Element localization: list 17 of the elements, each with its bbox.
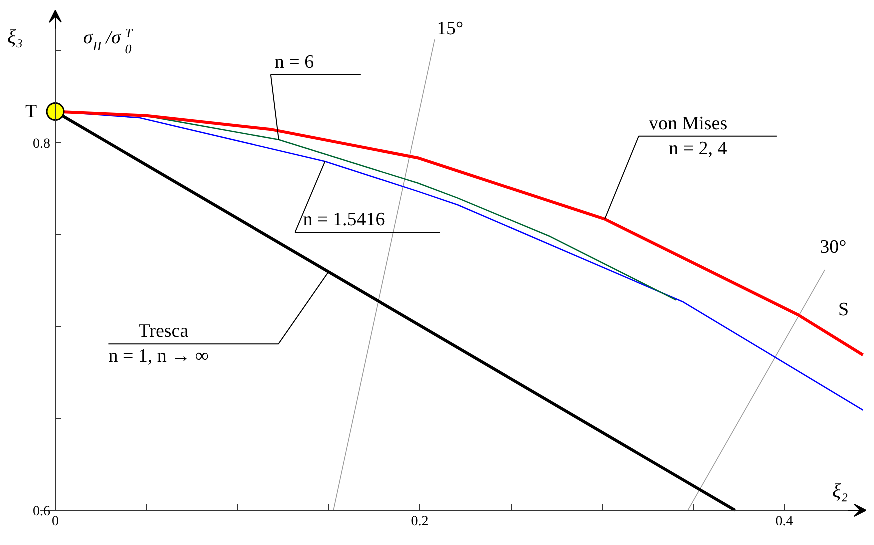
x-axis-title: ξ₂ bbox=[832, 480, 848, 502]
annotation: 15° bbox=[436, 18, 464, 40]
annotation: n = 1.5416 bbox=[303, 210, 386, 231]
annotation: n = 1, n → ∞ bbox=[108, 346, 209, 368]
y-tick-label: 0.8 bbox=[33, 136, 50, 152]
annotation: von Mises bbox=[648, 113, 728, 134]
annotation: n = 6 bbox=[274, 52, 314, 73]
x-tick-label: 0.2 bbox=[411, 514, 429, 530]
annotation: n = 2, 4 bbox=[668, 138, 728, 160]
annotation: Tresca bbox=[138, 321, 190, 342]
y-axis-title: ξ₃ bbox=[8, 26, 24, 48]
annotation: 30° bbox=[820, 237, 847, 258]
annotation: S bbox=[838, 300, 850, 321]
x-tick-label: 0.4 bbox=[776, 514, 794, 530]
x-tick-label: 0 bbox=[52, 514, 59, 530]
annotation: T bbox=[26, 101, 38, 122]
y-tick-label: 0.6 bbox=[33, 504, 50, 520]
